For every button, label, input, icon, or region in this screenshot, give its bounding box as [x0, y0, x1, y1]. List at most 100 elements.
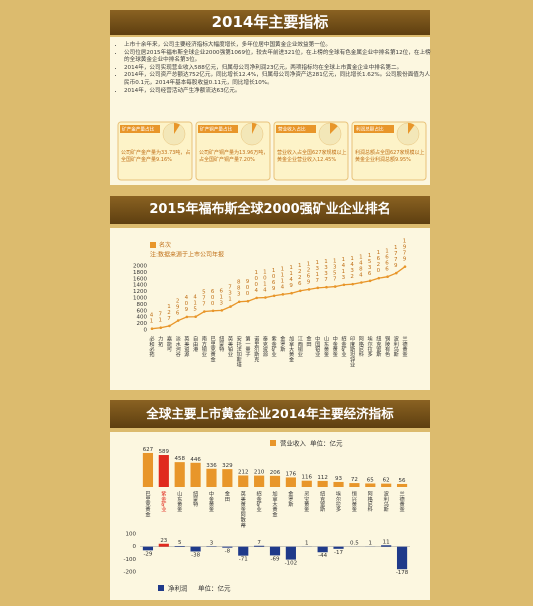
point-label: 1004 — [253, 270, 259, 294]
value-label: 7 — [257, 540, 261, 546]
x-tick-label: 阿格尼科 — [366, 490, 372, 514]
point — [203, 310, 206, 313]
x-tick-label: 山东黄金 — [176, 490, 182, 513]
x-tick-label: 诺里尔斯克 — [253, 336, 259, 364]
point-label: 1226 — [297, 263, 303, 287]
point — [246, 299, 250, 303]
point-label: 1114 — [279, 266, 285, 290]
y-tick-label: -200 — [124, 570, 137, 576]
point-label: 1536 — [367, 253, 373, 277]
point-label: 1484 — [358, 255, 364, 279]
bar — [317, 480, 328, 487]
bar — [317, 546, 328, 553]
x-tick-label: 金罗斯 — [287, 490, 293, 508]
bar — [238, 475, 249, 487]
legend-swatch — [158, 585, 164, 591]
x-tick-label: 纽克雷斯 — [375, 335, 381, 359]
bar — [158, 543, 169, 547]
value-label: 11 — [383, 539, 390, 545]
value-label: 112 — [317, 475, 328, 481]
point-label: 71 — [157, 312, 163, 324]
x-tick-label: 山东黄金 — [323, 335, 329, 358]
value-label: 23 — [160, 538, 167, 544]
x-tick-label: 灵宝黄金 — [303, 491, 309, 513]
pie-label-bg — [354, 125, 394, 133]
point — [386, 275, 389, 278]
value-label: 1 — [305, 541, 309, 547]
bar — [254, 475, 265, 487]
y-tick-label: 2000 — [133, 264, 147, 270]
bullet: 上市十余年来，公司主要经济指标大幅度增长，多年位居中国黄金企业效益第一位。 — [124, 42, 432, 50]
x-tick-label: 紫金矿业 — [270, 336, 276, 358]
x-tick-label: 安托法加斯塔 — [235, 335, 241, 369]
point-label: 296 — [175, 299, 181, 317]
legend-label: 净利润 — [168, 584, 188, 593]
value-label: 589 — [159, 449, 170, 455]
x-tick-label: 铜陵有色 — [384, 335, 390, 358]
x-tick-label: 金田 — [223, 490, 229, 503]
x-tick-label: 纽蒙特 — [192, 490, 198, 507]
point — [360, 281, 363, 284]
bullet: 2014年，公司实现营业收入588亿元，归属母公司净利润23亿元，两项指标均在全… — [124, 65, 432, 73]
value-label: 212 — [238, 469, 249, 475]
point — [299, 289, 302, 293]
value-label: 0.5 — [350, 541, 359, 547]
pie-slice — [330, 123, 338, 134]
bar — [142, 452, 154, 487]
point — [394, 271, 398, 275]
value-label: 627 — [143, 447, 154, 453]
x-tick-label: 埃尔拉多 — [366, 335, 372, 359]
x-tick-label: 力拓 — [157, 335, 163, 348]
x-tick-label: 阿格尼科 — [357, 335, 363, 359]
y-tick-label: 100 — [126, 532, 137, 538]
value-label: 336 — [206, 463, 217, 469]
point — [220, 309, 224, 312]
pie-title: 营业收入占比 — [278, 126, 306, 133]
value-label: 210 — [254, 470, 265, 476]
bar — [301, 480, 312, 487]
point-label: 41 — [149, 313, 155, 325]
point — [377, 276, 381, 280]
pie-text: 营业收入占全国627家规模以上黄金企业营业收入12.45% — [277, 150, 347, 163]
value-label: -178 — [396, 570, 409, 576]
bar — [254, 545, 265, 547]
point-label: 577 — [201, 290, 207, 308]
bullet: 2014年，公司资产总额达752亿元，同比增长12.4%，归属母公司净资产达28… — [124, 72, 432, 87]
pie-label-bg — [120, 125, 160, 133]
point-label: 731 — [227, 285, 233, 303]
y-tick-label: -100 — [124, 557, 137, 563]
value-label: 116 — [302, 475, 313, 481]
legend-label: 营业收入 — [280, 439, 307, 448]
value-label: -29 — [143, 551, 152, 557]
y-tick-label: 600 — [137, 308, 148, 314]
x-tick-label: 金罗斯 — [279, 335, 285, 353]
point — [290, 291, 293, 295]
bullet: 2014年，公司经营活动产生净额流达63亿元。 — [124, 88, 432, 96]
pie-title: 矿产铜产量占比 — [200, 126, 233, 133]
bar — [206, 468, 217, 487]
bar — [174, 546, 185, 547]
y-tick-label: 800 — [137, 302, 148, 308]
y-tick-label: 1000 — [133, 296, 147, 302]
x-tick-label: 英美资源 — [183, 335, 189, 359]
point — [255, 296, 258, 300]
pie-label-bg — [198, 125, 238, 133]
point — [194, 315, 197, 319]
bar — [365, 483, 376, 487]
point-label: 1357 — [332, 259, 338, 283]
point — [176, 319, 180, 322]
section-header: 2015年福布斯全球2000强矿业企业排名 — [110, 196, 430, 224]
point-label: 1432 — [349, 256, 355, 280]
pie-text: 利润总额占全国627家规模以上黄金企业利润总额9.95% — [355, 150, 425, 163]
point-label: 415 — [192, 295, 198, 313]
value-label: -17 — [334, 550, 343, 556]
value-label: 176 — [286, 471, 297, 477]
point-label: 900 — [244, 279, 250, 297]
x-tick-label: 中国铝业 — [314, 335, 320, 358]
x-tick-label: 埃尔拉多 — [335, 490, 341, 514]
value-label: 206 — [270, 470, 281, 476]
unit: 单位：亿元 — [310, 439, 343, 448]
y-tick-label: 1600 — [133, 276, 147, 282]
